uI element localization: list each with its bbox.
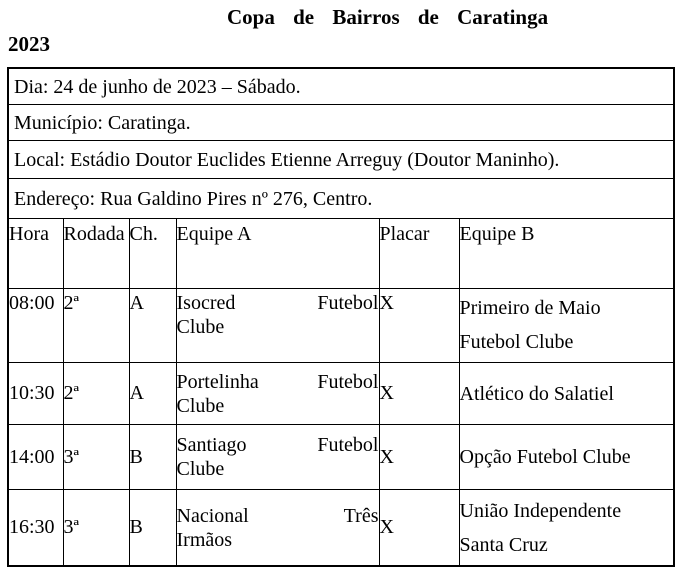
schedule-header-row: Hora Rodada Ch. Equipe A Placar Equipe B bbox=[7, 218, 675, 289]
info-dia-text: Dia: 24 de junho de 2023 – Sábado. bbox=[7, 67, 675, 105]
info-endereco-text: Endereço: Rua Galdino Pires nº 276, Cent… bbox=[7, 178, 675, 219]
title-line-1: Copa de Bairros de Caratinga bbox=[227, 5, 549, 29]
cell-equipe-b: Primeiro de Maio Futebol Clube bbox=[458, 288, 675, 363]
cell-rodada: 2ª bbox=[62, 362, 130, 425]
cell-hora: 16:30 bbox=[7, 489, 64, 567]
cell-rodada: 3ª bbox=[62, 424, 130, 490]
cell-placar: X bbox=[378, 362, 460, 425]
header-equipe-b: Equipe B bbox=[458, 218, 675, 289]
cell-chave: B bbox=[128, 424, 177, 490]
team-name-word: Isocred bbox=[176, 292, 236, 314]
team-name-line: União Independente bbox=[459, 499, 622, 522]
cell-equipe-a: Santiago Futebol Clube bbox=[175, 424, 380, 490]
cell-placar: X bbox=[378, 288, 460, 363]
match-row: 16:30 3ª B Nacional Três Irmãos X União Indepen… bbox=[7, 489, 675, 567]
team-name-line: Santiago Futebol bbox=[176, 433, 379, 457]
team-name-line: Primeiro de Maio bbox=[459, 297, 601, 319]
info-row-endereco: Endereço: Rua Galdino Pires nº 276, Cent… bbox=[7, 178, 675, 219]
cell-equipe-a: Portelinha Futebol Clube bbox=[175, 362, 380, 425]
team-name-line: Clube bbox=[176, 458, 225, 480]
cell-chave: A bbox=[128, 288, 177, 363]
match-row: 14:00 3ª B Santiago Futebol Clube X Opção Futeb… bbox=[7, 424, 675, 490]
info-row-dia: Dia: 24 de junho de 2023 – Sábado. bbox=[7, 67, 675, 105]
cell-equipe-b: Atlético do Salatiel bbox=[458, 362, 675, 425]
header-equipe-a: Equipe A bbox=[175, 218, 380, 289]
team-name-word: Futebol bbox=[317, 370, 379, 393]
team-name-line: Irmãos bbox=[176, 528, 233, 551]
team-name-line: Futebol Clube bbox=[459, 331, 574, 353]
cell-equipe-a: Isocred Futebol Clube bbox=[175, 288, 380, 363]
cell-equipe-a: Nacional Três Irmãos bbox=[175, 489, 380, 567]
team-name-word: Nacional bbox=[176, 504, 249, 527]
team-name-word: Três bbox=[343, 504, 379, 527]
header-placar: Placar bbox=[378, 218, 460, 289]
team-name-line: Portelinha Futebol bbox=[176, 370, 379, 394]
header-chave: Ch. bbox=[128, 218, 177, 289]
info-municipio-text: Município: Caratinga. bbox=[7, 104, 675, 141]
cell-chave: B bbox=[128, 489, 177, 567]
cell-rodada: 3ª bbox=[62, 489, 130, 567]
header-hora: Hora bbox=[7, 218, 64, 289]
info-row-municipio: Município: Caratinga. bbox=[7, 104, 675, 141]
team-name-line: Opção Futebol Clube bbox=[459, 446, 631, 468]
cell-equipe-b: União Independente Santa Cruz bbox=[458, 489, 675, 567]
match-row: 08:00 2ª A Isocred Futebol Clube X Primeiro de … bbox=[7, 288, 675, 363]
cell-hora: 10:30 bbox=[7, 362, 64, 425]
match-row: 10:30 2ª A Portelinha Futebol Clube X Atlético … bbox=[7, 362, 675, 425]
cell-hora: 08:00 bbox=[7, 288, 64, 363]
cell-chave: A bbox=[128, 362, 177, 425]
document-title: Copa de Bairros de Caratinga 2023 bbox=[8, 4, 679, 57]
header-rodada: Rodada bbox=[62, 218, 130, 289]
cell-placar: X bbox=[378, 489, 460, 567]
team-name-line: Clube bbox=[176, 394, 225, 417]
title-line-2: 2023 bbox=[8, 32, 50, 56]
team-name-line: Isocred Futebol bbox=[176, 291, 379, 315]
cell-rodada: 2ª bbox=[62, 288, 130, 363]
team-name-word: Portelinha bbox=[176, 370, 259, 393]
match-schedule-table: Dia: 24 de junho de 2023 – Sábado. Munic… bbox=[7, 67, 675, 567]
cell-equipe-b: Opção Futebol Clube bbox=[458, 424, 675, 490]
team-name-word: Santiago bbox=[176, 434, 247, 456]
info-row-local: Local: Estádio Doutor Euclides Etienne A… bbox=[7, 140, 675, 179]
cell-placar: X bbox=[378, 424, 460, 490]
team-name-line: Clube bbox=[176, 316, 225, 338]
team-name-line: Atlético do Salatiel bbox=[459, 382, 614, 405]
team-name-line: Santa Cruz bbox=[459, 533, 548, 556]
team-name-line: Nacional Três bbox=[176, 504, 379, 528]
team-name-word: Futebol bbox=[317, 434, 379, 456]
info-local-text: Local: Estádio Doutor Euclides Etienne A… bbox=[7, 140, 675, 179]
team-name-word: Futebol bbox=[317, 292, 379, 314]
cell-hora: 14:00 bbox=[7, 424, 64, 490]
